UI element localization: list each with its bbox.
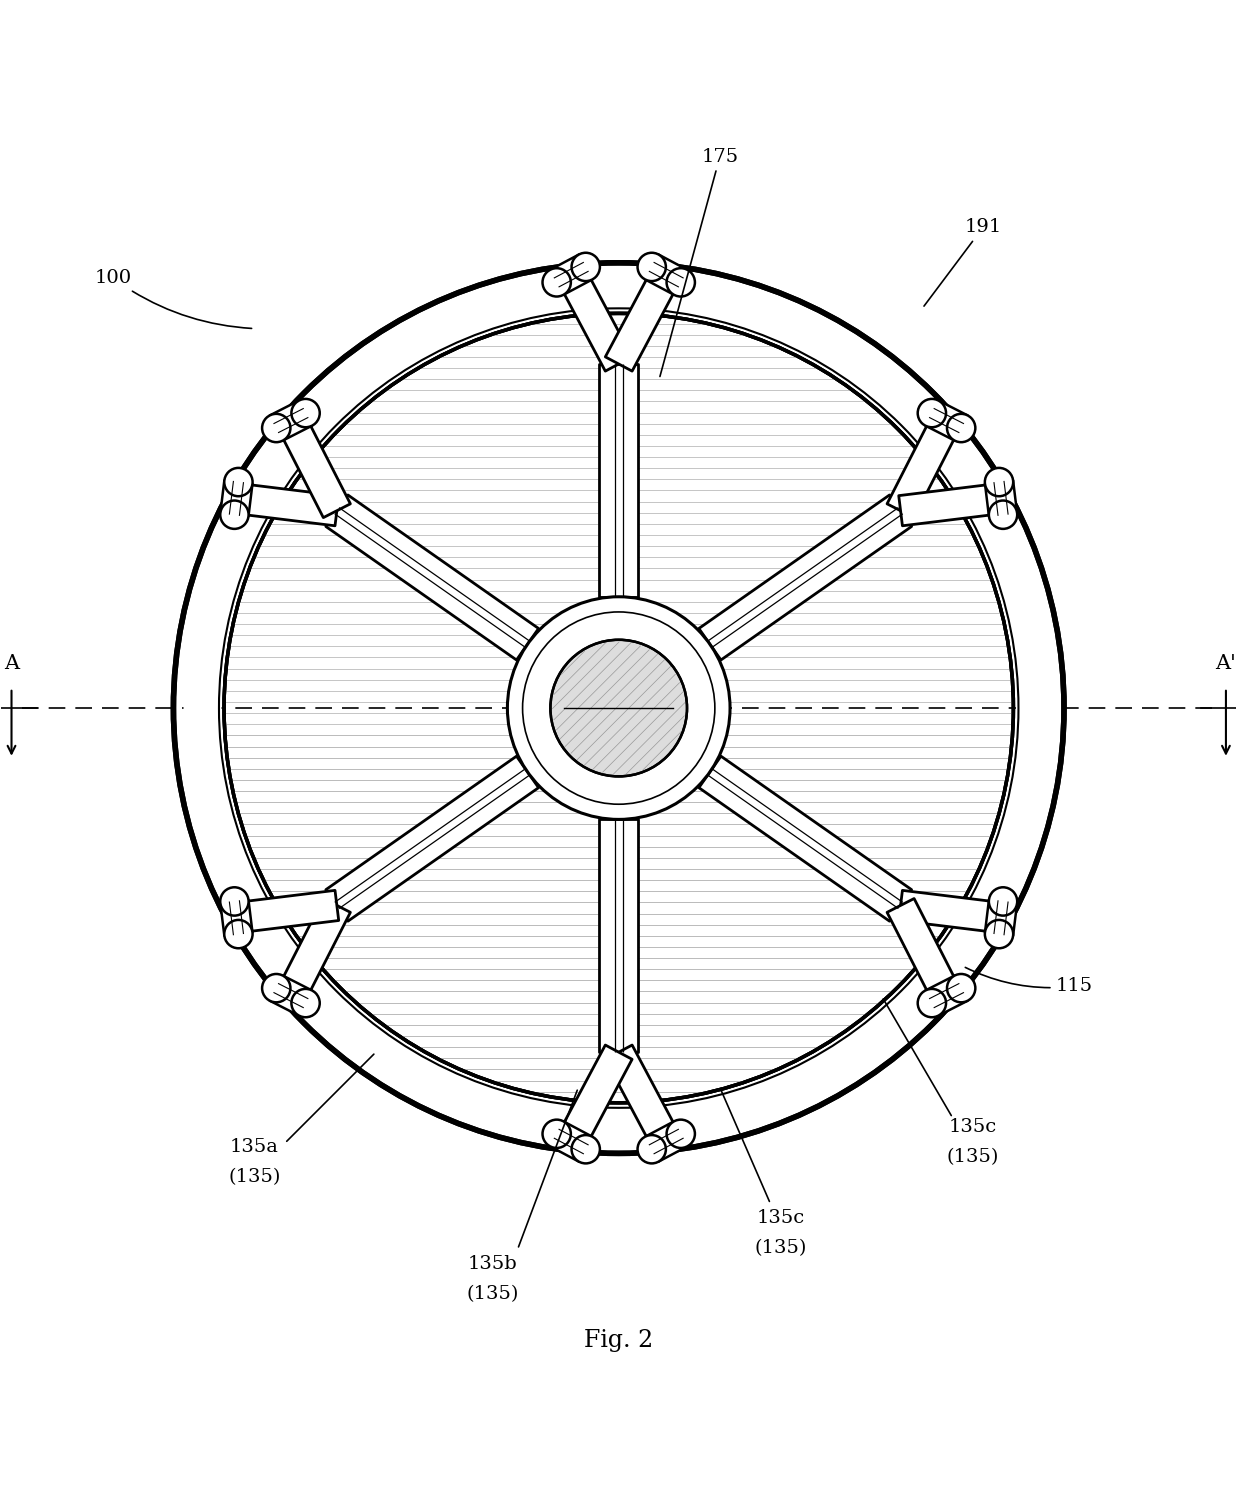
Circle shape — [667, 268, 694, 296]
Text: 175: 175 — [660, 147, 739, 376]
Circle shape — [224, 920, 253, 949]
Circle shape — [572, 1135, 600, 1163]
Polygon shape — [645, 1121, 687, 1161]
Circle shape — [522, 613, 715, 804]
Polygon shape — [558, 268, 632, 372]
Polygon shape — [326, 757, 538, 920]
Polygon shape — [985, 900, 1017, 935]
Text: (135): (135) — [754, 1239, 807, 1258]
Polygon shape — [605, 1045, 680, 1148]
Circle shape — [291, 399, 320, 427]
Circle shape — [221, 888, 248, 916]
Text: (135): (135) — [228, 1169, 280, 1187]
Polygon shape — [699, 757, 911, 920]
Circle shape — [291, 989, 320, 1017]
Circle shape — [221, 501, 248, 529]
Circle shape — [918, 989, 946, 1017]
Circle shape — [551, 639, 687, 776]
Polygon shape — [699, 495, 911, 660]
Text: 135a: 135a — [229, 1138, 279, 1157]
Polygon shape — [899, 891, 1003, 932]
Polygon shape — [551, 254, 593, 294]
Polygon shape — [234, 891, 339, 932]
Text: 135c: 135c — [949, 1118, 997, 1136]
Text: 135c: 135c — [756, 1209, 805, 1227]
Polygon shape — [925, 975, 967, 1016]
Polygon shape — [270, 975, 312, 1016]
Circle shape — [224, 314, 1013, 1103]
Polygon shape — [887, 413, 960, 517]
Circle shape — [224, 468, 253, 497]
Polygon shape — [925, 400, 967, 440]
Polygon shape — [221, 900, 253, 935]
Polygon shape — [558, 1045, 632, 1148]
Polygon shape — [278, 413, 351, 517]
Circle shape — [507, 596, 730, 819]
Text: (135): (135) — [466, 1285, 518, 1303]
Polygon shape — [270, 400, 312, 440]
Polygon shape — [599, 364, 637, 596]
Text: 115: 115 — [965, 968, 1092, 995]
Circle shape — [947, 974, 976, 1002]
Circle shape — [543, 1120, 570, 1148]
Polygon shape — [605, 268, 680, 372]
Wedge shape — [184, 274, 1054, 1144]
Circle shape — [667, 1120, 694, 1148]
Text: 100: 100 — [94, 269, 252, 329]
Circle shape — [918, 399, 946, 427]
Polygon shape — [599, 819, 637, 1053]
Text: 135b: 135b — [467, 1255, 517, 1273]
Text: (135): (135) — [946, 1148, 999, 1166]
Text: Fig. 2: Fig. 2 — [584, 1329, 653, 1352]
Text: A: A — [4, 654, 19, 672]
Circle shape — [985, 920, 1013, 949]
Polygon shape — [899, 483, 1003, 526]
Text: A': A' — [1215, 654, 1236, 672]
Circle shape — [543, 268, 570, 296]
Polygon shape — [551, 1121, 593, 1161]
Circle shape — [988, 888, 1017, 916]
Text: 191: 191 — [924, 219, 1002, 306]
Circle shape — [262, 413, 290, 442]
Circle shape — [637, 1135, 666, 1163]
Circle shape — [985, 468, 1013, 497]
Circle shape — [637, 253, 666, 281]
Circle shape — [572, 253, 600, 281]
Polygon shape — [234, 483, 339, 526]
Polygon shape — [887, 898, 960, 1002]
Polygon shape — [985, 480, 1017, 516]
Polygon shape — [326, 495, 538, 660]
Polygon shape — [278, 898, 351, 1002]
Circle shape — [988, 501, 1017, 529]
Circle shape — [947, 413, 976, 442]
Circle shape — [148, 238, 1089, 1179]
Polygon shape — [645, 254, 687, 294]
Circle shape — [262, 974, 290, 1002]
Polygon shape — [221, 480, 253, 516]
